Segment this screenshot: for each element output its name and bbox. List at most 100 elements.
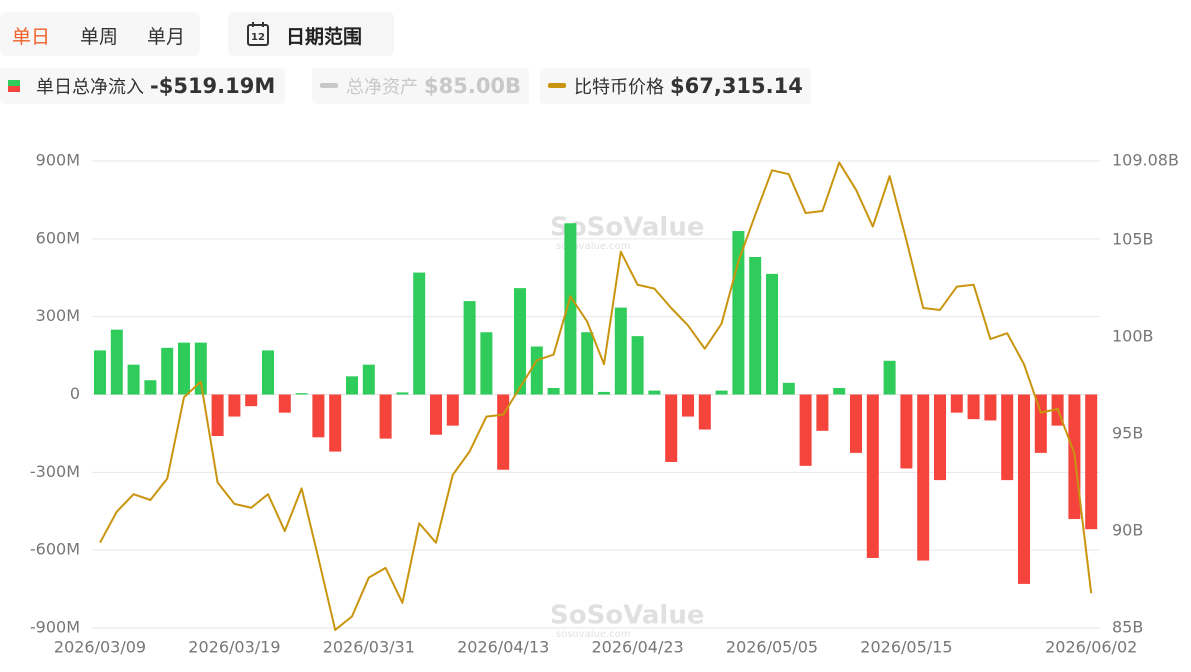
bar bbox=[1001, 394, 1014, 481]
bar bbox=[564, 223, 577, 395]
bar bbox=[413, 272, 426, 395]
bar bbox=[698, 394, 711, 430]
legend-icon bbox=[548, 83, 566, 88]
bar bbox=[665, 394, 678, 462]
bar bbox=[127, 364, 140, 395]
bar bbox=[497, 394, 510, 470]
legend-value: $67,315.14 bbox=[670, 74, 803, 98]
y-tick-label: -600M bbox=[30, 540, 80, 559]
legend-icon bbox=[320, 83, 338, 88]
bar bbox=[917, 394, 930, 561]
calendar-icon: 12 bbox=[247, 22, 269, 46]
bar bbox=[329, 394, 342, 452]
bar bbox=[94, 350, 106, 395]
bar bbox=[396, 392, 409, 395]
bar bbox=[967, 394, 980, 420]
x-tick-label: 2026/03/31 bbox=[323, 638, 415, 657]
bar bbox=[480, 332, 493, 395]
watermark-url: sosovalue.com bbox=[556, 629, 631, 640]
bar bbox=[178, 342, 190, 395]
bar bbox=[514, 288, 526, 395]
grid bbox=[92, 160, 1100, 629]
x-tick-label: 2026/05/15 bbox=[860, 638, 952, 657]
bar bbox=[295, 393, 308, 395]
bar bbox=[732, 231, 745, 395]
y2-tick-label: 100B bbox=[1112, 327, 1154, 346]
bar bbox=[715, 390, 728, 395]
watermark-url: sosovalue.com bbox=[556, 241, 631, 252]
legend-item[interactable]: 单日总净流入 -$519.19M bbox=[0, 68, 286, 104]
bar bbox=[984, 394, 997, 421]
bar bbox=[631, 336, 644, 395]
bar bbox=[850, 394, 862, 453]
bar bbox=[782, 382, 795, 395]
bar bbox=[1034, 394, 1047, 453]
bar bbox=[530, 346, 543, 395]
tab[interactable]: 单月 bbox=[147, 26, 186, 48]
legend-icon bbox=[8, 80, 20, 92]
legend-label: 比特币价格 bbox=[574, 77, 664, 98]
x-tick-label: 2026/03/19 bbox=[188, 638, 280, 657]
bar bbox=[379, 394, 392, 439]
date-range-label: 日期范围 bbox=[286, 26, 363, 48]
date-range-button[interactable]: 12 日期范围 bbox=[228, 12, 394, 56]
bar bbox=[598, 391, 610, 395]
bar bbox=[278, 394, 291, 413]
legend-item[interactable]: 总净资产 $85.00B bbox=[312, 68, 530, 104]
bar bbox=[110, 329, 123, 395]
bar bbox=[950, 394, 963, 413]
y2-tick-label: 109.08B bbox=[1112, 151, 1179, 170]
bar bbox=[194, 342, 207, 395]
bar bbox=[749, 256, 762, 395]
bar bbox=[463, 301, 476, 395]
bar bbox=[816, 394, 829, 431]
tab[interactable]: 单日 bbox=[12, 26, 51, 48]
bar bbox=[446, 394, 459, 426]
bar bbox=[430, 394, 442, 435]
bar bbox=[346, 376, 358, 395]
x-tick-label: 2026/04/13 bbox=[457, 638, 549, 657]
bar bbox=[866, 394, 879, 558]
x-tick-label: 2026/03/09 bbox=[54, 638, 146, 657]
y-tick-label: 900M bbox=[36, 151, 80, 170]
legend-label: 单日总净流入 bbox=[36, 77, 144, 98]
tab[interactable]: 单周 bbox=[80, 26, 119, 48]
calendar-day: 12 bbox=[251, 32, 265, 43]
y-tick-label: -300M bbox=[30, 462, 80, 481]
bar bbox=[614, 307, 627, 395]
bar bbox=[312, 394, 325, 438]
legend-value: -$519.19M bbox=[150, 74, 276, 98]
y-tick-label: 0 bbox=[70, 384, 80, 403]
bar bbox=[161, 347, 174, 395]
y2-tick-label: 105B bbox=[1112, 230, 1154, 249]
y2-tick-label: 90B bbox=[1112, 521, 1143, 540]
bar bbox=[833, 388, 846, 395]
y-tick-label: 300M bbox=[36, 306, 80, 325]
bar bbox=[262, 350, 274, 395]
watermark: SoSoValue sosovalue.com SoSoValue sosova… bbox=[550, 213, 704, 641]
bar bbox=[799, 394, 812, 466]
x-tick-label: 2026/05/05 bbox=[726, 638, 818, 657]
y-tick-label: -900M bbox=[30, 618, 80, 637]
bar bbox=[362, 364, 375, 395]
bar bbox=[883, 360, 896, 395]
x-tick-label: 2026/06/02 bbox=[1045, 638, 1137, 657]
bar bbox=[900, 394, 913, 469]
legend-label: 总净资产 bbox=[346, 77, 418, 98]
legend-value: $85.00B bbox=[424, 74, 522, 98]
line bbox=[99, 161, 1093, 631]
y2-tick-label: 85B bbox=[1112, 618, 1143, 637]
y2-tick-label: 95B bbox=[1112, 424, 1143, 443]
bar bbox=[766, 273, 778, 395]
bar bbox=[228, 394, 241, 417]
legend-item[interactable]: 比特币价格 $67,315.14 bbox=[540, 68, 811, 104]
bar bbox=[245, 394, 258, 407]
bar bbox=[1085, 394, 1098, 530]
bar bbox=[581, 332, 594, 395]
bar bbox=[547, 388, 560, 395]
bar bbox=[648, 390, 661, 395]
x-tick-label: 2026/04/23 bbox=[591, 638, 683, 657]
bar bbox=[934, 394, 946, 481]
